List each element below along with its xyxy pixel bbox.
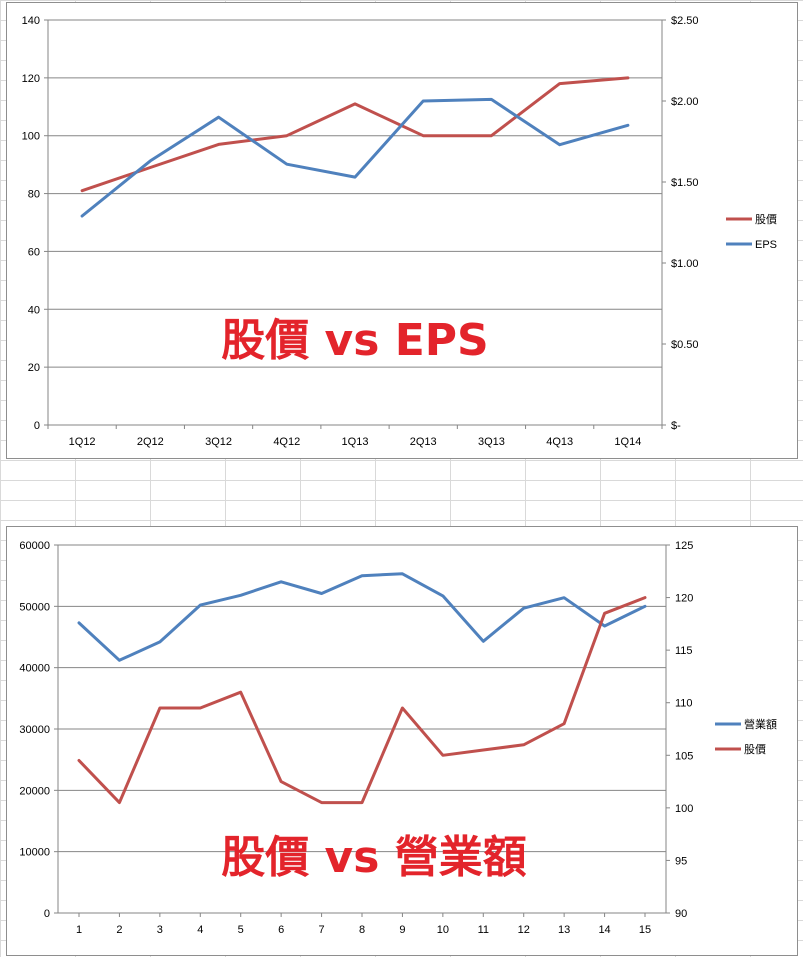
c2-x-tick-label: 15 bbox=[639, 924, 651, 936]
c1-left-tick-label: 60 bbox=[28, 246, 40, 258]
c2-x-tick-label: 7 bbox=[319, 924, 325, 936]
c2-x-tick-label: 11 bbox=[478, 924, 489, 936]
c2-right-tick-label: 120 bbox=[675, 593, 693, 605]
c1-left-tick-label: 80 bbox=[28, 189, 40, 201]
c2-x-tick-label: 8 bbox=[359, 924, 365, 936]
chart-revenue-plot: 0100002000030000400005000060000909510010… bbox=[19, 540, 777, 936]
c2-right-tick-label: 125 bbox=[675, 540, 693, 552]
c1-right-tick-label: $- bbox=[671, 420, 681, 432]
c2-legend-label-0: 營業額 bbox=[744, 718, 777, 731]
c2-x-tick-label: 1 bbox=[76, 924, 82, 936]
c2-left-tick-label: 40000 bbox=[19, 663, 50, 675]
c1-x-tick-label: 3Q13 bbox=[478, 436, 505, 448]
c2-overlay-text: 股價 vs 營業額 bbox=[221, 832, 527, 883]
c2-left-tick-label: 20000 bbox=[19, 785, 50, 797]
c1-legend-label-0: 股價 bbox=[755, 212, 777, 226]
c1-series-line-0 bbox=[80, 76, 630, 193]
c1-x-tick-label: 1Q14 bbox=[614, 436, 641, 448]
c1-left-tick-label: 0 bbox=[34, 420, 40, 432]
c1-legend-label-1: EPS bbox=[755, 239, 777, 251]
c1-series-line-1 bbox=[80, 97, 630, 218]
c2-x-tick-label: 6 bbox=[278, 924, 284, 936]
chart-revenue: 0 10000 20000 30000 40000 50000 60000 90 95 100 10… bbox=[6, 526, 798, 956]
c1-x-tick-label: 4Q12 bbox=[273, 436, 300, 448]
c1-left-tick-label: 100 bbox=[22, 131, 40, 143]
c1-x-tick-label: 2Q12 bbox=[137, 436, 164, 448]
c2-x-tick-label: 12 bbox=[518, 924, 530, 936]
c2-left-tick-label: 50000 bbox=[19, 601, 50, 613]
c1-left-tick-label: 120 bbox=[22, 73, 40, 85]
c2-x-tick-label: 2 bbox=[116, 924, 122, 936]
c1-x-tick-label: 2Q13 bbox=[410, 436, 437, 448]
c1-x-tick-label: 1Q12 bbox=[69, 436, 96, 448]
c1-right-tick-label: $2.50 bbox=[671, 15, 699, 27]
c2-left-tick-label: 10000 bbox=[19, 847, 50, 859]
c2-x-tick-label: 4 bbox=[197, 924, 203, 936]
c1-right-tick-label: $2.00 bbox=[671, 96, 699, 108]
c2-right-tick-label: 105 bbox=[675, 750, 693, 762]
c1-right-tick-label: $0.50 bbox=[671, 339, 699, 351]
c2-right-tick-label: 90 bbox=[675, 908, 687, 920]
c2-x-tick-label: 14 bbox=[598, 924, 610, 936]
c2-left-tick-label: 30000 bbox=[19, 724, 50, 736]
c1-left-tick-label: 20 bbox=[28, 362, 40, 374]
c2-x-tick-label: 10 bbox=[437, 924, 449, 936]
c1-x-tick-label: 4Q13 bbox=[546, 436, 573, 448]
c2-x-tick-label: 3 bbox=[157, 924, 163, 936]
chart-eps-plot: 0 20 40 60 80 100 120 140 $- $0.50 $1.00 $1.50 $2.00… bbox=[22, 15, 777, 448]
c2-series-line-0 bbox=[77, 572, 647, 662]
c2-x-tick-label: 5 bbox=[238, 924, 244, 936]
c1-right-tick-label: $1.00 bbox=[671, 258, 699, 270]
c2-legend-label-1: 股價 bbox=[744, 742, 766, 756]
c2-right-tick-label: 115 bbox=[675, 645, 693, 657]
c2-x-tick-label: 9 bbox=[399, 924, 405, 936]
c1-left-tick-label: 140 bbox=[22, 15, 40, 27]
chart-eps: 0 20 40 60 80 100 120 140 $- $0.50 $1.00 $1.50 $2.00… bbox=[6, 2, 798, 459]
c1-left-tick-label: 40 bbox=[28, 304, 40, 316]
c1-overlay-text: 股價 vs EPS bbox=[221, 315, 489, 366]
c1-right-tick-label: $1.50 bbox=[671, 177, 699, 189]
c2-right-tick-label: 95 bbox=[675, 855, 687, 867]
c2-left-tick-label: 60000 bbox=[19, 540, 50, 552]
c2-right-tick-label: 100 bbox=[675, 803, 693, 815]
c1-x-tick-label: 1Q13 bbox=[342, 436, 369, 448]
c2-right-tick-label: 110 bbox=[675, 698, 693, 710]
c2-left-tick-label: 0 bbox=[44, 908, 50, 920]
c2-x-tick-label: 13 bbox=[558, 924, 570, 936]
c2-series-line-1 bbox=[77, 596, 647, 805]
c1-x-tick-label: 3Q12 bbox=[205, 436, 232, 448]
